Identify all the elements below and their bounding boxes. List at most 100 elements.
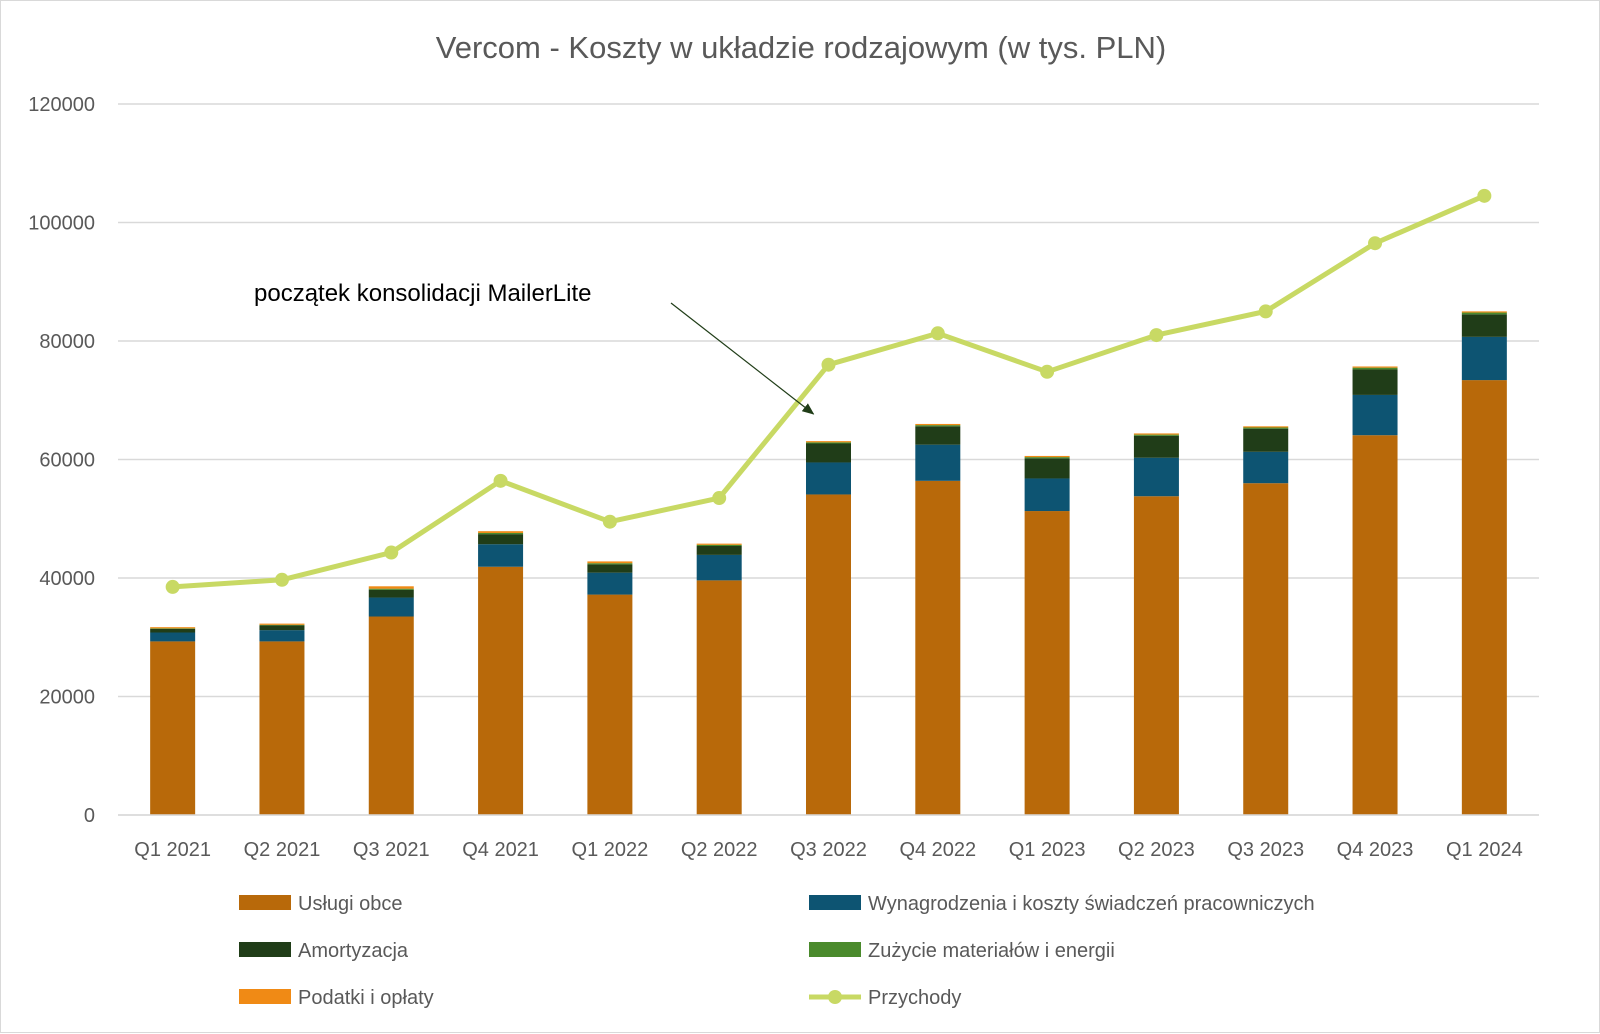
- bar-zuzycie-materialow-i-energii: [1461, 312, 1507, 315]
- bar-zuzycie-materialow-i-energii: [259, 624, 305, 626]
- point-przychody: [1368, 236, 1383, 251]
- bar-wynagrodzenia-i-koszty-swiadczen-pracowniczych: [587, 572, 633, 595]
- x-tick-label: Q3 2022: [790, 839, 867, 861]
- legend-item-wynagrodzenia-i-koszty-swiadczen-pracowniczych: Wynagrodzenia i koszty świadczeń pracown…: [809, 893, 1315, 915]
- legend-marker: [828, 990, 842, 1004]
- bar-uslugi-obce: [1461, 380, 1507, 815]
- y-tick-label: 0: [84, 805, 95, 827]
- bar-podatki-i-oplaty: [915, 423, 961, 426]
- bar-zuzycie-materialow-i-energii: [368, 588, 414, 590]
- legend-label: Przychody: [868, 987, 961, 1009]
- bar-podatki-i-oplaty: [1024, 455, 1070, 458]
- point-przychody: [274, 572, 289, 587]
- bar-wynagrodzenia-i-koszty-swiadczen-pracowniczych: [1133, 457, 1179, 497]
- bar-zuzycie-materialow-i-energii: [696, 544, 742, 547]
- bar-zuzycie-materialow-i-energii: [1024, 457, 1070, 459]
- bar-amortyzacja: [478, 534, 524, 545]
- bar-uslugi-obce: [1024, 511, 1070, 815]
- annotation-text: początek konsolidacji MailerLite: [254, 280, 592, 307]
- legend-swatch: [239, 989, 291, 1004]
- y-tick-label: 100000: [28, 213, 95, 235]
- bar-wynagrodzenia-i-koszty-swiadczen-pracowniczych: [1024, 478, 1070, 512]
- bar-amortyzacja: [1243, 428, 1289, 452]
- legend-swatch: [809, 895, 861, 910]
- x-tick-label: Q2 2023: [1118, 839, 1195, 861]
- x-tick-label: Q4 2021: [462, 839, 539, 861]
- bar-amortyzacja: [806, 443, 851, 463]
- x-axis-ticks: Q1 2021 Q2 2021 Q3 2021 Q4 2021 Q1 2022 Q2 20…: [118, 814, 1539, 861]
- legend-item-przychody: Przychody: [809, 987, 961, 1009]
- x-tick-label: Q4 2022: [899, 839, 976, 861]
- bar-wynagrodzenia-i-koszty-swiadczen-pracowniczych: [915, 444, 961, 481]
- x-tick-label: Q1 2022: [572, 839, 649, 861]
- bar-uslugi-obce: [368, 616, 414, 815]
- legend-item-uslugi-obce: Usługi obce: [239, 893, 403, 915]
- bar-wynagrodzenia-i-koszty-swiadczen-pracowniczych: [1352, 394, 1398, 436]
- legend-label: Usługi obce: [298, 893, 403, 915]
- legend-item-podatki-i-oplaty: Podatki i opłaty: [239, 987, 434, 1009]
- point-przychody: [1477, 188, 1492, 203]
- bar-podatki-i-oplaty: [1461, 311, 1507, 313]
- bar-uslugi-obce: [1133, 496, 1179, 815]
- point-przychody: [821, 357, 836, 372]
- bar-podatki-i-oplaty: [696, 543, 742, 545]
- bar-zuzycie-materialow-i-energii: [1243, 427, 1289, 429]
- bar-zuzycie-materialow-i-energii: [915, 425, 961, 427]
- y-tick-label: 80000: [39, 331, 95, 353]
- bar-amortyzacja: [368, 589, 414, 598]
- point-przychody: [165, 579, 180, 594]
- bar-wynagrodzenia-i-koszty-swiadczen-pracowniczych: [259, 630, 305, 642]
- point-przychody: [1258, 304, 1273, 319]
- bar-uslugi-obce: [587, 594, 633, 815]
- bar-zuzycie-materialow-i-energii: [587, 563, 633, 565]
- legend-label: Amortyzacja: [298, 940, 409, 962]
- bar-uslugi-obce: [696, 580, 742, 815]
- bar-amortyzacja: [915, 426, 961, 445]
- bar-podatki-i-oplaty: [806, 441, 851, 443]
- point-przychody: [493, 473, 508, 488]
- bar-zuzycie-materialow-i-energii: [806, 442, 851, 444]
- bar-wynagrodzenia-i-koszty-swiadczen-pracowniczych: [368, 597, 414, 617]
- bar-amortyzacja: [1352, 369, 1398, 395]
- legend-label: Zużycie materiałów i energii: [868, 940, 1115, 962]
- point-przychody: [712, 491, 727, 506]
- bar-amortyzacja: [696, 546, 742, 555]
- bar-wynagrodzenia-i-koszty-swiadczen-pracowniczych: [1243, 451, 1289, 484]
- bar-podatki-i-oplaty: [1133, 433, 1179, 435]
- legend-label: Podatki i opłaty: [298, 987, 434, 1009]
- bar-zuzycie-materialow-i-energii: [478, 532, 524, 535]
- x-tick-label: Q3 2021: [353, 839, 430, 861]
- point-przychody: [384, 545, 399, 560]
- legend-label: Wynagrodzenia i koszty świadczeń pracown…: [868, 893, 1315, 915]
- x-tick-label: Q4 2023: [1337, 839, 1414, 861]
- bar-uslugi-obce: [1243, 483, 1289, 815]
- bar-wynagrodzenia-i-koszty-swiadczen-pracowniczych: [806, 462, 851, 495]
- bars: [150, 311, 1507, 815]
- bar-uslugi-obce: [806, 494, 851, 815]
- legend-item-amortyzacja: Amortyzacja: [239, 940, 409, 962]
- legend-swatch: [239, 895, 291, 910]
- bar-podatki-i-oplaty: [150, 627, 196, 629]
- bar-podatki-i-oplaty: [587, 561, 633, 564]
- x-tick-label: Q3 2023: [1227, 839, 1304, 861]
- point-przychody: [930, 326, 945, 341]
- legend-swatch: [809, 942, 861, 957]
- bar-uslugi-obce: [1352, 435, 1398, 815]
- bar-zuzycie-materialow-i-energii: [150, 628, 196, 629]
- bar-podatki-i-oplaty: [478, 531, 524, 533]
- bar-podatki-i-oplaty: [368, 586, 414, 589]
- bar-uslugi-obce: [150, 641, 196, 815]
- bar-amortyzacja: [587, 564, 633, 573]
- bar-amortyzacja: [1024, 458, 1070, 479]
- bar-wynagrodzenia-i-koszty-swiadczen-pracowniczych: [150, 632, 196, 642]
- legend: Usługi obce Wynagrodzenia i koszty świadc…: [239, 893, 1315, 1009]
- bar-zuzycie-materialow-i-energii: [1352, 367, 1398, 370]
- point-przychody: [1040, 364, 1055, 379]
- x-tick-label: Q2 2021: [244, 839, 321, 861]
- y-tick-label: 20000: [39, 687, 95, 709]
- bar-podatki-i-oplaty: [259, 623, 305, 625]
- bar-podatki-i-oplaty: [1243, 426, 1289, 428]
- x-tick-label: Q1 2021: [134, 839, 211, 861]
